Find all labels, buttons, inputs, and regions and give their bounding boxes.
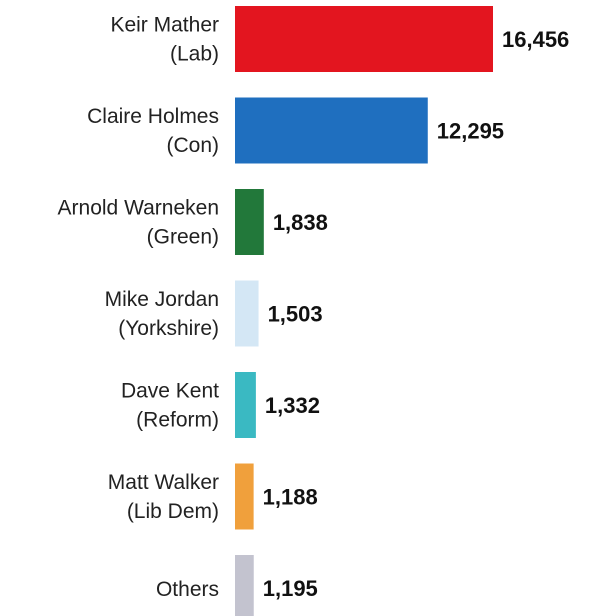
bar-1 [235, 97, 428, 164]
category-label-1: Claire Holmes (Con) [87, 105, 219, 157]
value-label-1: 12,295 [437, 119, 504, 144]
value-label-3: 1,503 [268, 302, 323, 327]
category-label-line: Mike Jordan [105, 288, 219, 311]
value-label-0: 16,456 [502, 27, 569, 52]
category-label-line: (Lab) [170, 43, 219, 66]
category-label-6: Others [156, 578, 219, 601]
category-label-4: Dave Kent (Reform) [121, 380, 219, 432]
category-label-line: Claire Holmes [87, 105, 219, 128]
bar-0 [235, 6, 493, 72]
category-label-line: Others [156, 578, 219, 601]
bar-5 [235, 463, 254, 530]
value-label-2: 1,838 [273, 210, 328, 235]
labels-layer: Keir Mather (Lab) 16,456 Claire Holmes (Con)… [58, 14, 570, 602]
value-label-6: 1,195 [263, 576, 318, 601]
category-label-3: Mike Jordan (Yorkshire) [105, 288, 219, 340]
category-label-line: Arnold Warneken [58, 197, 219, 220]
category-label-line: (Reform) [136, 409, 219, 432]
category-label-line: Dave Kent [121, 380, 219, 403]
value-label-5: 1,188 [263, 485, 318, 510]
category-label-line: (Con) [166, 134, 219, 157]
category-label-line: (Yorkshire) [118, 317, 219, 340]
category-label-0: Keir Mather (Lab) [110, 14, 219, 66]
bars-layer [235, 6, 493, 616]
bar-2 [235, 189, 264, 255]
bar-4 [235, 372, 256, 438]
value-label-4: 1,332 [265, 393, 320, 418]
bar-6 [235, 555, 254, 616]
category-label-line: Matt Walker [108, 471, 219, 494]
category-label-line: (Lib Dem) [127, 500, 219, 523]
category-label-5: Matt Walker (Lib Dem) [108, 471, 219, 523]
category-label-line: (Green) [147, 226, 219, 249]
bar-3 [235, 280, 259, 347]
category-label-2: Arnold Warneken (Green) [58, 197, 219, 249]
category-label-line: Keir Mather [110, 14, 219, 37]
